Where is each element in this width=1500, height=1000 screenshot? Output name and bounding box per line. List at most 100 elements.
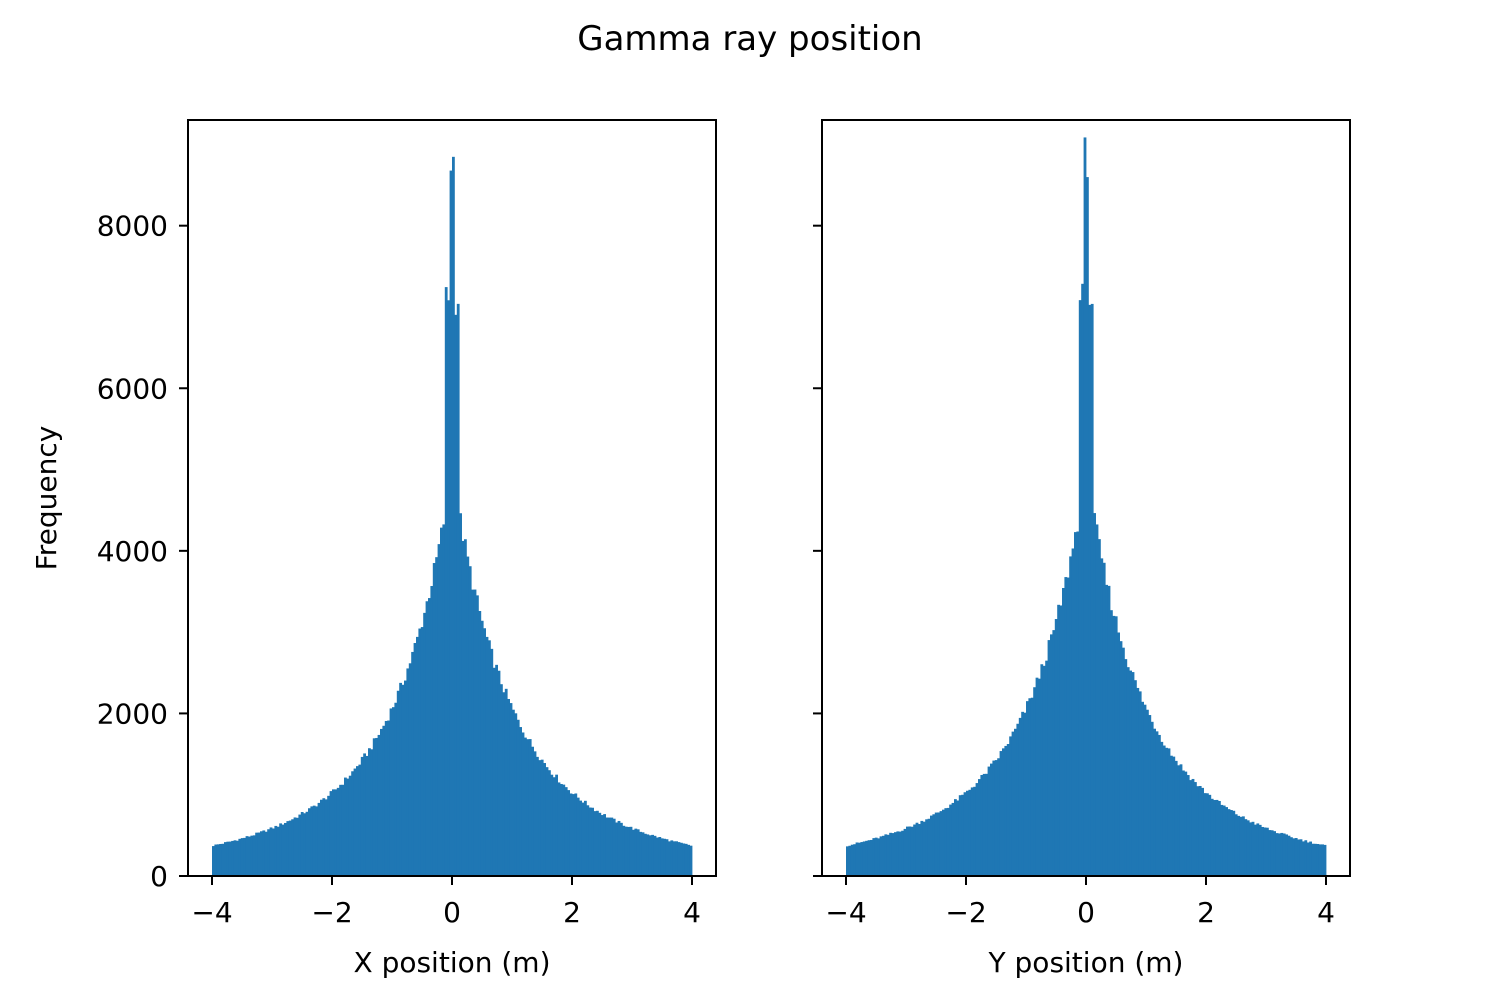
histogram-bar [1141, 701, 1144, 876]
histogram-bar [617, 820, 621, 876]
histogram-bar [495, 664, 498, 876]
histogram-bar [956, 800, 960, 876]
histogram-bar [562, 784, 566, 876]
histogram-bar [538, 760, 542, 876]
histogram-bar [1275, 833, 1279, 876]
x-tick-label: −2 [311, 896, 352, 929]
histogram-bar [1114, 616, 1118, 876]
histogram-bar [632, 829, 635, 876]
histogram-bar [865, 840, 868, 876]
histogram-bar [442, 524, 446, 876]
x-tick-label: −4 [191, 896, 232, 929]
histogram-bar [444, 287, 448, 877]
histogram-bar [850, 844, 854, 876]
histogram-bar [653, 835, 657, 876]
histogram-bar [1230, 810, 1233, 876]
histogram-bar [300, 812, 304, 876]
histogram-bar [1009, 736, 1012, 876]
histogram-bar [550, 774, 554, 876]
histogram-bar [231, 840, 234, 876]
histogram-bar [581, 802, 585, 876]
histogram-bar [1042, 665, 1046, 876]
histogram-bar [404, 680, 407, 876]
histogram-bar [1234, 814, 1238, 876]
histogram-bar [877, 838, 880, 876]
histogram-bar [1184, 771, 1188, 876]
histogram-bar [243, 837, 246, 876]
histogram-bar [648, 835, 652, 876]
histogram-bar [992, 760, 996, 876]
histogram-bar [1136, 687, 1140, 876]
histogram-bar [1045, 660, 1048, 876]
histogram-bar [284, 822, 287, 876]
histogram-bar [219, 843, 222, 876]
histogram-bar [884, 834, 888, 876]
histogram-bar [1086, 177, 1089, 877]
figure-title: Gamma ray position [577, 19, 922, 59]
histogram-bar [327, 795, 330, 876]
histogram-bar [656, 837, 659, 876]
histogram-bar [1117, 632, 1120, 876]
histogram-bar [298, 814, 302, 876]
histogram-bar [624, 826, 628, 876]
histogram-bar [420, 627, 424, 876]
histogram-bar [915, 822, 919, 876]
histogram-bar [1076, 531, 1080, 876]
histogram-bar [889, 832, 892, 876]
histogram-bar [461, 540, 465, 876]
histogram-bar [1278, 833, 1281, 876]
histogram-bar [1002, 748, 1005, 876]
histogram-bar [437, 544, 441, 876]
histogram-bar [1201, 787, 1204, 876]
histogram-bar [944, 808, 948, 876]
histogram-bar [1321, 844, 1324, 876]
histogram-bar [908, 826, 912, 876]
histogram-bar [488, 640, 491, 876]
histogram-bar [644, 833, 647, 876]
histogram-bar [543, 763, 546, 876]
histogram-bar [622, 825, 626, 876]
histogram-bar [281, 824, 285, 876]
histogram-bar [240, 838, 244, 876]
histogram-bar [531, 746, 534, 876]
histogram-bar [680, 842, 683, 876]
histogram-bar [1004, 745, 1008, 876]
histogram-bar [332, 789, 335, 876]
histogram-bar [910, 826, 914, 876]
histogram-bar [987, 766, 991, 876]
histogram-bar [497, 670, 501, 876]
histogram-bar [588, 807, 592, 876]
histogram-bar [267, 829, 270, 876]
histogram-bar [1273, 831, 1276, 876]
histogram-bar [293, 817, 297, 876]
histogram-bar [932, 814, 936, 876]
histogram-bar [1018, 717, 1022, 876]
histogram-bar [339, 784, 342, 876]
histogram-bar [636, 829, 640, 876]
histogram-bar [401, 684, 405, 876]
histogram-bar [1030, 697, 1034, 876]
histogram-bar [308, 808, 311, 876]
histogram-bar [392, 707, 395, 876]
histogram-bar [985, 773, 988, 876]
histogram-bar [440, 527, 443, 876]
histogram-bar [346, 778, 350, 876]
histogram-bar [454, 314, 458, 876]
histogram-bar [1232, 810, 1236, 876]
histogram-bar [387, 720, 390, 876]
histogram-bar [303, 813, 306, 876]
y-tick-label: 8000 [97, 210, 168, 243]
histogram-bar [1100, 558, 1104, 876]
histogram-bar [1126, 667, 1130, 876]
histogram-bar [540, 759, 544, 876]
histogram-bar [994, 760, 998, 876]
histogram-bar [639, 831, 642, 876]
histogram-bar [958, 795, 962, 876]
histogram-bar [867, 840, 871, 876]
histogram-bar [689, 845, 693, 876]
histogram-bar [646, 834, 650, 876]
histogram-bar [389, 708, 393, 876]
histogram-bar [221, 843, 225, 876]
histogram-bar [937, 812, 940, 876]
histogram-bar [672, 841, 676, 876]
